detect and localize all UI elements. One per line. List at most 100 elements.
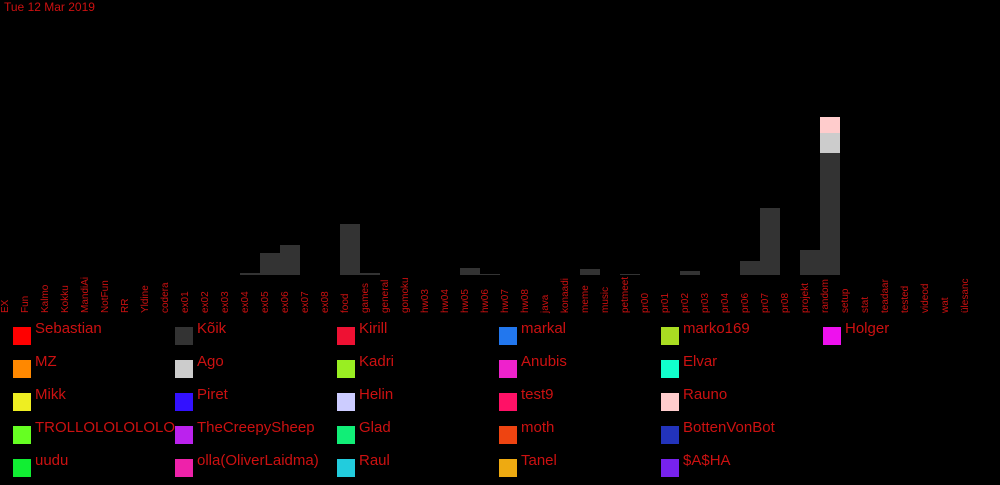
legend-swatch [499,459,517,477]
legend-label: Anubis [521,353,567,370]
legend-label: Kadri [359,353,395,370]
legend-label: Glad [359,419,391,436]
x-tick-label: Kalmo [40,284,51,313]
bar-hw06-Kõik [480,274,500,275]
x-tick-label: pr03 [700,293,711,313]
legend-label: Mikk [35,386,66,403]
x-tick-label: ex07 [300,291,311,313]
legend-label: Helin [359,386,394,403]
x-tick-label: ex08 [320,291,331,313]
x-tick-label: wat [940,297,951,314]
legend-swatch [13,393,31,411]
x-tick-label: RR [120,299,131,313]
x-tick-label: petmeet [620,277,631,313]
bar-ex05-Kõik [260,253,280,275]
bar-pr02-Kõik [680,271,700,275]
legend-label: Tanel [521,452,557,469]
legend-label: test9 [521,386,554,403]
legend-swatch [13,360,31,378]
bar-random-Kõik [820,153,840,275]
x-tick-label: Kokku [60,285,71,313]
x-tick-label: pr06 [740,293,751,313]
legend-label: TheCreepySheep [197,419,315,436]
legend-label: Sebastian [35,320,102,337]
legend-swatch [175,360,193,378]
x-tick-label: pr02 [680,293,691,313]
legend-swatch [175,459,193,477]
bar-ex06-Kõik [280,245,300,275]
x-tick-label: meme [580,285,591,313]
x-tick-label: ex04 [240,291,251,313]
legend-swatch [13,426,31,444]
x-tick-label: hw03 [420,289,431,313]
legend-label: Raul [359,452,390,469]
x-tick-labels: EX Fun Kalmo Kokku MandiAi NotFun RR Yldine code… [0,277,971,314]
legend-label: MZ [35,353,57,370]
legend-label: olla(OliverLaidma) [197,452,319,469]
legend-label: marko169 [683,320,750,337]
x-tick-label: food [340,294,351,313]
x-tick-label: random [820,279,831,313]
legend-swatch [499,393,517,411]
x-tick-label: tested [900,286,911,313]
chart-title: Tue 12 Mar 2019 [4,0,95,14]
x-tick-label: pr01 [660,293,671,313]
bar-ex04-Kõik [240,273,260,275]
x-tick-label: ex01 [180,291,191,313]
x-tick-label: gomoku [400,277,411,313]
legend-swatch [823,327,841,345]
bar-games-Kõik [360,273,380,275]
x-tick-label: EX [0,299,11,313]
legend-swatch [175,426,193,444]
legend-label: Elvar [683,353,718,370]
legend-label: Kirill [359,320,388,337]
legend-swatch [337,426,355,444]
legend-label: Kõik [197,320,227,337]
legend-swatch [13,459,31,477]
x-tick-label: projekt [800,283,811,313]
x-tick-label: ex02 [200,291,211,313]
legend-swatch [337,327,355,345]
bar-food-Kõik [340,224,360,275]
x-tick-label: MandiAi [80,277,91,313]
x-tick-label: hw07 [500,289,511,313]
legend-swatch [337,360,355,378]
legend-label: $A$HA [683,452,731,469]
legend-label: TROLLOLOLOLOLO [35,419,175,436]
bars-layer [240,117,840,275]
x-tick-label: music [600,287,611,313]
bar-random-Ago [820,133,840,153]
bar-projekt-Kõik [800,250,820,275]
legend-label: Piret [197,386,228,403]
bar-pr07-Kõik [760,208,780,275]
legend-swatch [175,327,193,345]
x-tick-label: teadaar [880,278,891,313]
legend-swatch [337,459,355,477]
x-tick-label: games [360,283,371,313]
x-tick-label: hw04 [440,289,451,313]
x-tick-label: konaadi [560,278,571,313]
legend-label: Holger [845,320,890,337]
legend-label: BottenVonBot [683,419,775,436]
legend-label: Rauno [683,386,728,403]
bar-pr06-Kõik [740,261,760,275]
x-tick-label: hw05 [460,289,471,313]
legend-label: moth [521,419,555,436]
x-tick-label: videod [920,284,931,313]
legend-swatch [661,393,679,411]
legend-swatch [661,459,679,477]
x-tick-label: ex03 [220,291,231,313]
x-tick-label: general [380,280,391,313]
x-tick-label: pr04 [720,293,731,313]
bar-random-Rauno [820,117,840,133]
x-tick-label: Fun [20,296,31,313]
legend-label: markal [521,320,567,337]
legend-swatch [499,426,517,444]
legend-swatch [661,327,679,345]
x-tick-label: pr08 [780,293,791,313]
legend-swatch [499,360,517,378]
x-tick-label: Yldine [140,285,151,313]
legend-swatch [337,393,355,411]
x-tick-label: pr00 [640,293,651,313]
x-tick-label: ex06 [280,291,291,313]
